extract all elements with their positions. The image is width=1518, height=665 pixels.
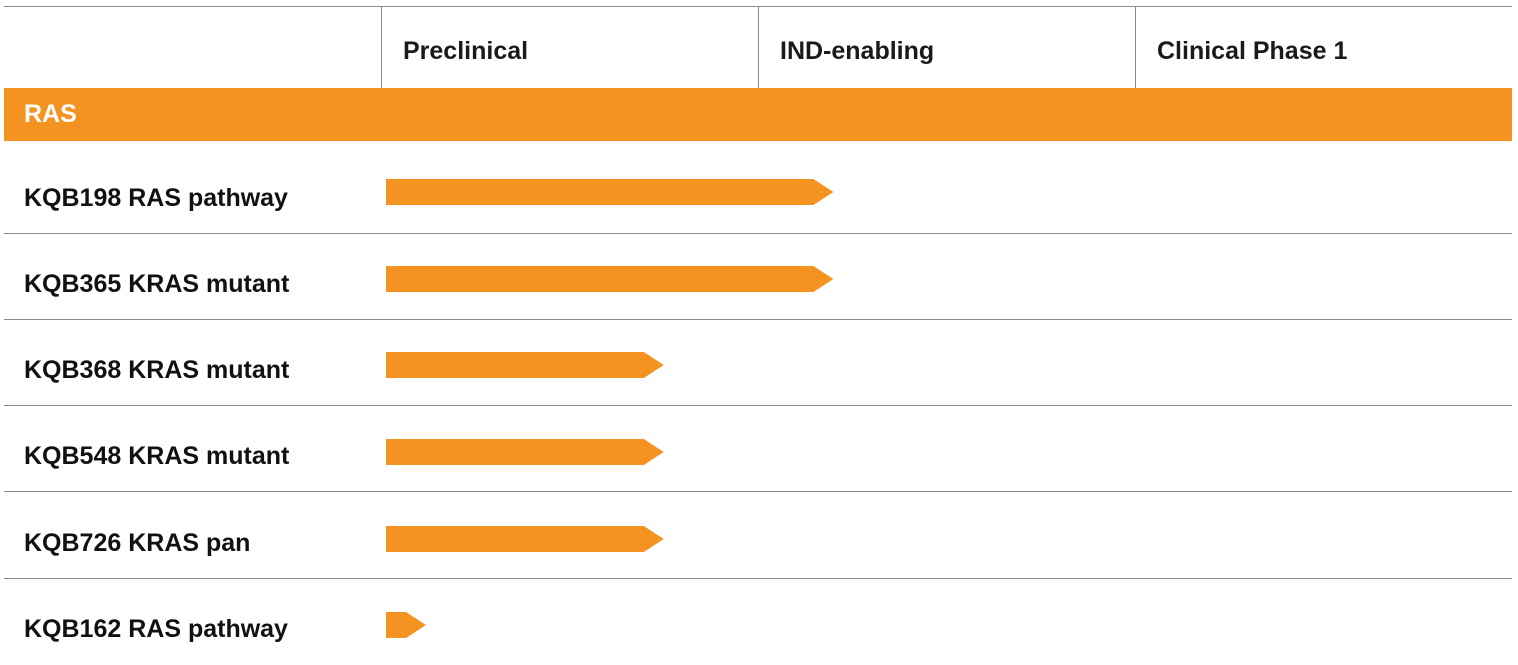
category-label: RAS — [24, 100, 77, 128]
phase-column-preclinical: Preclinical — [381, 7, 758, 89]
program-row: KQB548 KRAS mutant — [4, 406, 1512, 492]
category-band-ras: RAS — [4, 88, 1512, 141]
pipeline-chart: Preclinical IND-enabling Clinical Phase … — [4, 6, 1512, 663]
program-row: KQB198 RAS pathway — [4, 148, 1512, 234]
program-label: KQB548 KRAS mutant — [24, 442, 290, 470]
phase-header-row: Preclinical IND-enabling Clinical Phase … — [4, 6, 1512, 89]
program-label: KQB365 KRAS mutant — [24, 270, 290, 298]
program-label: KQB726 KRAS pan — [24, 529, 251, 557]
program-row: KQB368 KRAS mutant — [4, 320, 1512, 406]
program-row: KQB365 KRAS mutant — [4, 234, 1512, 320]
phase-column-ind-enabling: IND-enabling — [758, 7, 1135, 89]
program-row: KQB162 RAS pathway — [4, 579, 1512, 665]
program-label: KQB368 KRAS mutant — [24, 356, 290, 384]
phase-label-preclinical: Preclinical — [403, 37, 529, 65]
program-row: KQB726 KRAS pan — [4, 493, 1512, 579]
program-label: KQB198 RAS pathway — [24, 184, 288, 212]
phase-column-clinical-phase-1: Clinical Phase 1 — [1135, 7, 1512, 89]
phase-label-ind-enabling: IND-enabling — [780, 37, 935, 65]
program-label: KQB162 RAS pathway — [24, 615, 288, 643]
phase-label-clinical-phase-1: Clinical Phase 1 — [1157, 37, 1348, 65]
